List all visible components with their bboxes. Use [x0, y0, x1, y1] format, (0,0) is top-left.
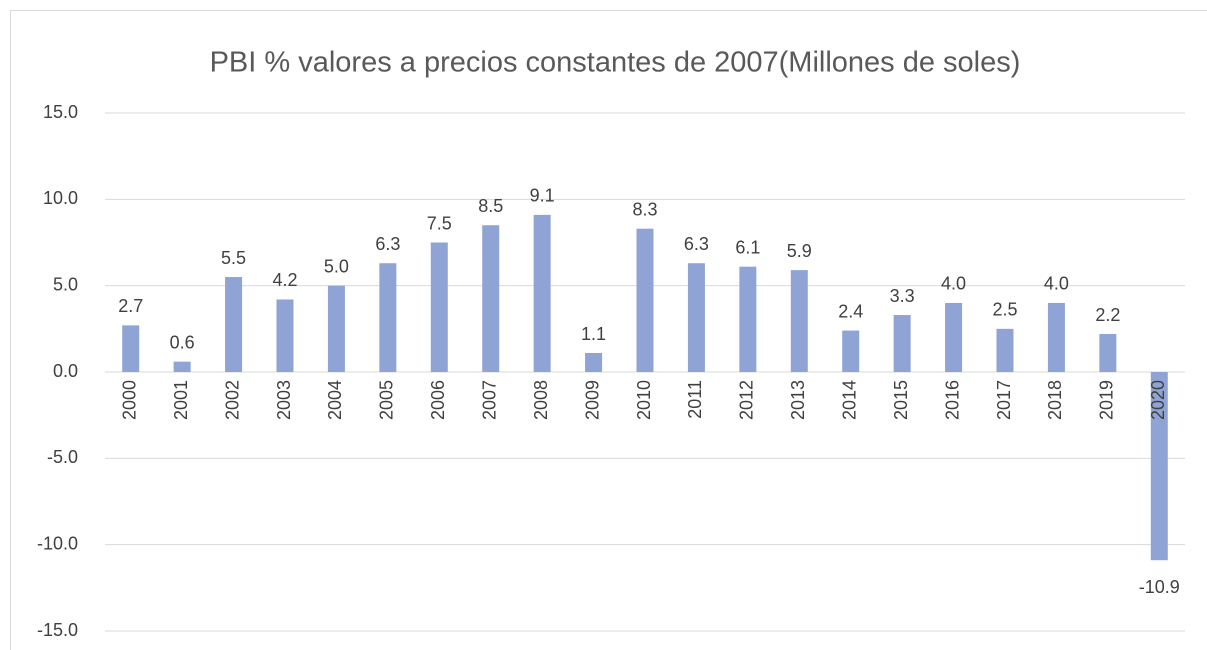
y-tick-label: -15.0	[37, 620, 78, 640]
bar	[225, 277, 243, 372]
bar	[585, 353, 603, 372]
data-label: 1.1	[581, 324, 606, 344]
x-tick-label: 2014	[839, 380, 859, 420]
bar	[893, 315, 911, 372]
chart-frame	[10, 10, 1207, 650]
x-tick-label: 2006	[428, 380, 448, 420]
data-label: 2.5	[992, 300, 1017, 320]
data-label: 4.0	[1044, 274, 1069, 294]
y-tick-label: 0.0	[53, 361, 78, 381]
data-label: 5.5	[221, 248, 246, 268]
bar	[276, 299, 294, 372]
bar	[1047, 302, 1065, 372]
y-tick-label: 15.0	[43, 102, 78, 122]
data-label: 3.3	[890, 286, 915, 306]
data-label: 2.7	[118, 296, 143, 316]
data-label: 7.5	[427, 213, 452, 233]
x-tick-label: 2011	[685, 380, 705, 419]
data-label: 6.3	[684, 234, 709, 254]
data-label: 6.3	[375, 234, 400, 254]
data-label: 2.4	[838, 301, 863, 321]
data-label: 8.3	[632, 199, 657, 219]
data-label: 8.5	[478, 196, 503, 216]
bar	[996, 328, 1014, 372]
bar	[482, 225, 500, 372]
data-label: 0.6	[170, 332, 195, 352]
x-tick-label: 2016	[942, 380, 962, 420]
x-tick-label: 2012	[737, 380, 757, 420]
bar	[687, 263, 705, 372]
bar	[122, 325, 140, 372]
bar	[739, 266, 757, 372]
bar	[1099, 334, 1117, 372]
x-tick-label: 2001	[171, 380, 191, 420]
data-label: 5.9	[787, 241, 812, 261]
x-tick-label: 2005	[377, 380, 397, 420]
x-tick-label: 2009	[582, 380, 602, 420]
y-tick-label: 10.0	[43, 188, 78, 208]
bar	[636, 228, 654, 372]
x-tick-label: 2008	[531, 380, 551, 420]
bar	[379, 263, 397, 372]
bar	[790, 270, 808, 372]
bar	[533, 214, 551, 372]
x-tick-label: 2020	[1148, 380, 1168, 420]
data-label: 2.2	[1095, 305, 1120, 325]
x-tick-label: 2002	[222, 380, 242, 420]
data-label: -10.9	[1139, 577, 1180, 597]
data-label: 5.0	[324, 256, 349, 276]
x-tick-label: 2004	[325, 380, 345, 420]
x-tick-label: 2003	[274, 380, 294, 420]
x-tick-label: 2013	[788, 380, 808, 420]
x-tick-label: 2007	[479, 380, 499, 420]
data-label: 9.1	[530, 186, 555, 206]
y-tick-label: -10.0	[37, 533, 78, 553]
x-tick-label: 2010	[634, 380, 654, 420]
data-label: 4.0	[941, 274, 966, 294]
y-tick-label: -5.0	[47, 447, 78, 467]
x-tick-label: 2015	[891, 380, 911, 420]
bar	[173, 361, 191, 372]
x-tick-label: 2019	[1097, 380, 1117, 420]
y-tick-label: 5.0	[53, 274, 78, 294]
x-tick-label: 2000	[119, 380, 139, 420]
bar	[842, 330, 860, 372]
data-label: 4.2	[272, 270, 297, 290]
bar	[1150, 372, 1168, 561]
bar	[327, 285, 345, 372]
chart-title: PBI % valores a precios constantes de 20…	[210, 47, 1021, 79]
data-label: 6.1	[735, 237, 760, 257]
bar	[430, 242, 448, 372]
x-tick-label: 2018	[1045, 380, 1065, 420]
x-tick-label: 2017	[994, 380, 1014, 420]
bar	[945, 302, 963, 372]
